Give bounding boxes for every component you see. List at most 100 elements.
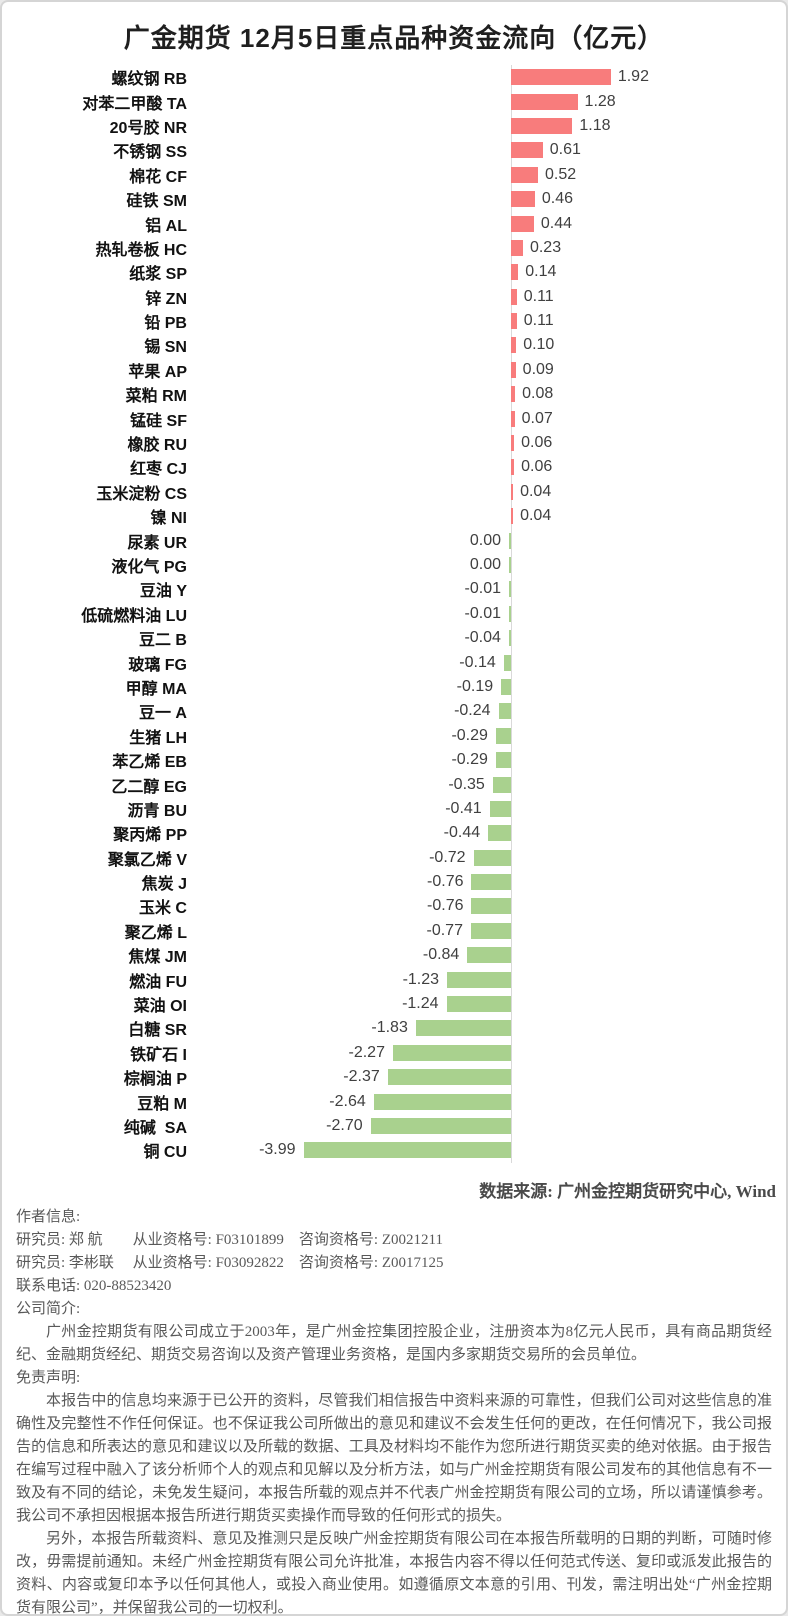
value-label: -0.76: [427, 897, 464, 915]
value-label: 0.04: [520, 482, 552, 500]
chart-row: 纯碱 SA -2.70: [2, 1114, 786, 1138]
category-label: 尿素 UR: [127, 534, 187, 552]
inflow-bar: [511, 410, 515, 427]
value-label: 0.00: [469, 556, 501, 573]
outflow-bar: [392, 1044, 511, 1061]
category-label: 沥青 BU: [127, 802, 187, 820]
zero-axis-line: [511, 65, 512, 1163]
value-label: 0.52: [545, 165, 577, 183]
inflow-bar: [511, 337, 517, 354]
chart-row: 硅铁 SM 0.46: [2, 187, 786, 211]
value-label: -2.27: [348, 1043, 385, 1061]
value-label: -2.37: [343, 1068, 380, 1086]
outflow-bar: [509, 557, 511, 573]
value-label: 1.28: [584, 92, 616, 110]
chart-row: 铁矿石 I -2.27: [2, 1041, 786, 1065]
author-heading: 作者信息:: [16, 1209, 81, 1225]
chart-row: 低硫燃料油 LU -0.01: [2, 602, 786, 626]
inflow-bar: [511, 142, 543, 159]
chart-row: 液化气 PG 0.00: [2, 553, 786, 577]
chart-row: 豆油 Y -0.01: [2, 577, 786, 601]
chart-row: 燃油 FU -1.23: [2, 967, 786, 991]
author-line-2: 研究员: 李彬联 从业资格号: F03092822 咨询资格号: Z001712…: [16, 1255, 444, 1271]
outflow-bar: [508, 630, 511, 647]
bar-chart: 螺纹钢 RB 1.92 对苯二甲酸 TA 1.28 20号胶 NR 1.18 不锈钢 SS 0…: [2, 65, 786, 1163]
outflow-bar: [509, 581, 511, 598]
chart-row: 聚氯乙烯 V -0.72: [2, 846, 786, 870]
value-label: 0.04: [520, 507, 552, 525]
value-label: 0.11: [523, 287, 554, 305]
inflow-bar: [511, 191, 535, 208]
value-label: -1.24: [402, 995, 439, 1013]
chart-row: 玉米淀粉 CS 0.04: [2, 480, 786, 504]
category-label: 硅铁 SM: [126, 193, 187, 211]
inflow-bar: [511, 313, 517, 330]
chart-row: 纸浆 SP 0.14: [2, 260, 786, 284]
chart-row: 豆二 B -0.04: [2, 626, 786, 650]
inflow-bar: [511, 166, 539, 183]
value-label: -0.41: [445, 799, 482, 817]
inflow-bar: [511, 264, 519, 281]
value-label: 0.61: [549, 141, 581, 159]
category-label: 锰硅 SF: [130, 412, 187, 430]
outflow-bar: [447, 971, 511, 988]
value-label: 0.10: [523, 336, 555, 354]
outflow-bar: [387, 1069, 511, 1086]
category-label: 乙二醇 EG: [111, 778, 187, 796]
outflow-bar: [473, 849, 511, 866]
chart-row: 尿素 UR 0.00: [2, 528, 786, 552]
chart-row: 铜 CU -3.99: [2, 1138, 786, 1162]
category-label: 铅 PB: [144, 315, 187, 333]
outflow-bar: [370, 1117, 511, 1134]
outflow-bar: [489, 800, 511, 817]
value-label: -0.84: [422, 946, 460, 964]
chart-row: 玻璃 FG -0.14: [2, 650, 786, 674]
chart-row: 棕榈油 P -2.37: [2, 1065, 786, 1089]
value-label: 0.08: [522, 385, 554, 403]
inflow-bar: [511, 215, 534, 232]
company-intro: 广州金控期货有限公司成立于2003年，是广州金控集团控股企业，注册资本为8亿元人…: [16, 1324, 772, 1363]
outflow-bar: [509, 532, 511, 549]
value-label: 0.46: [541, 190, 574, 208]
contact-phone: 联系电话: 020-88523420: [16, 1278, 172, 1294]
value-label: -0.24: [454, 702, 491, 720]
inflow-bar: [511, 288, 517, 305]
value-label: -2.64: [329, 1092, 366, 1110]
chart-row: 对苯二甲酸 TA 1.28: [2, 89, 786, 113]
value-label: -1.23: [402, 970, 440, 988]
category-label: 液化气 PG: [111, 559, 187, 576]
disclaimer-paragraph-2: 另外，本报告所载资料、意见及推测只是反映广州金控期货有限公司在本报告所载明的日期…: [16, 1531, 772, 1616]
chart-row: 聚丙烯 PP -0.44: [2, 821, 786, 845]
value-label: -0.01: [464, 580, 501, 598]
category-label: 20号胶 NR: [109, 119, 187, 137]
category-label: 生猪 LH: [129, 729, 187, 747]
category-label: 铁矿石 I: [130, 1046, 187, 1064]
category-label: 豆油 Y: [139, 583, 187, 601]
outflow-bar: [509, 605, 511, 622]
chart-row: 菜油 OI -1.24: [2, 992, 786, 1016]
outflow-bar: [467, 947, 511, 964]
value-label: 0.00: [469, 531, 501, 549]
value-label: -0.19: [456, 677, 494, 695]
chart-row: 锡 SN 0.10: [2, 333, 786, 357]
value-label: -0.44: [443, 824, 481, 842]
value-label: -0.01: [464, 604, 501, 622]
category-label: 热轧卷板 HC: [95, 241, 187, 259]
outflow-bar: [471, 874, 511, 891]
chart-row: 沥青 BU -0.41: [2, 797, 786, 821]
category-label: 红枣 CJ: [130, 461, 187, 479]
value-label: -0.29: [451, 751, 488, 769]
category-label: 苯乙烯 EB: [112, 754, 187, 772]
chart-row: 菜粕 RM 0.08: [2, 382, 786, 406]
footer-text: 作者信息: 研究员: 郑 航 从业资格号: F03101899 咨询资格号: Z…: [16, 1206, 772, 1616]
outflow-bar: [470, 922, 511, 939]
category-label: 焦炭 J: [141, 876, 187, 894]
chart-row: 螺纹钢 RB 1.92: [2, 65, 786, 89]
inflow-bar: [511, 69, 611, 86]
category-label: 纯碱 SA: [123, 1119, 187, 1137]
category-label: 锡 SN: [144, 339, 187, 357]
chart-row: 锰硅 SF 0.07: [2, 406, 786, 430]
chart-row: 20号胶 NR 1.18: [2, 114, 786, 138]
value-label: 0.44: [540, 214, 573, 232]
